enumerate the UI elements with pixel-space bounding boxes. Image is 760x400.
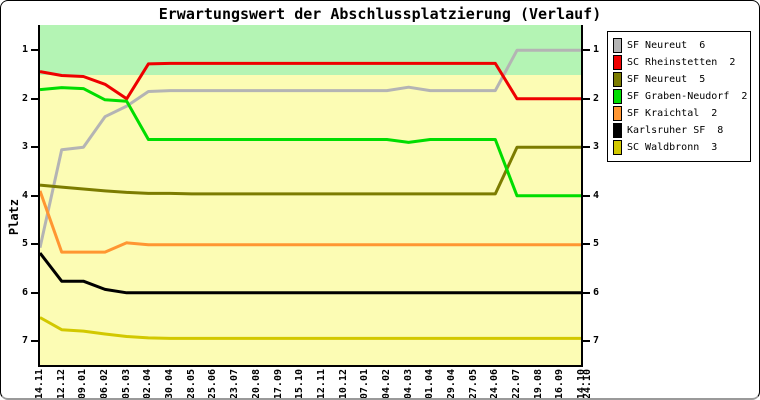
x-tick-label: 09.01: [77, 369, 89, 400]
y-tick-label-right: 7: [593, 335, 600, 347]
x-tick-label: 02.04: [142, 369, 154, 400]
legend-item-label: SF Neureut 5: [627, 74, 706, 85]
legend-rows: SF Neureut 6 SC Rheinstetten 2 SF Neureut …: [613, 37, 750, 156]
legend-swatch: [613, 106, 622, 121]
x-tick-label: 22.07: [511, 369, 522, 400]
y-tick-mark-left: [31, 340, 38, 343]
legend-swatch: [613, 72, 622, 87]
legend-swatch: [613, 123, 622, 138]
y-tick-label-right: 6: [593, 286, 600, 298]
y-tick-label-right: 3: [593, 141, 600, 153]
y-tick-label-left: 3: [21, 141, 28, 153]
y-tick-label-left: 5: [21, 238, 28, 250]
legend-swatch: [613, 140, 622, 155]
x-tick-label: 05.03: [120, 369, 132, 400]
x-axis-line: [38, 365, 583, 367]
y-tick-mark-right: [583, 49, 590, 52]
y-tick-label-left: 1: [21, 44, 28, 56]
legend-item: Karlsruher SF 8: [613, 122, 750, 139]
legend-swatch: [613, 38, 622, 53]
x-tick-label-overlap: 24.10: [582, 369, 593, 400]
legend-swatch: [613, 89, 622, 104]
y-axis-line-right: [581, 25, 583, 367]
x-tick-label: 14.11: [34, 369, 45, 400]
top-rank-band: [40, 25, 581, 75]
x-tick-label: 06.02: [99, 369, 110, 400]
y-axis-title: Platz: [7, 199, 21, 236]
y-tick-mark-left: [31, 146, 38, 149]
x-tick-label: 23.07: [229, 369, 241, 400]
x-tick-label: 20.08: [250, 369, 262, 400]
legend-item-label: SC Rheinstetten 2: [627, 57, 736, 68]
x-tick-label: 15.10: [294, 369, 306, 400]
y-tick-mark-right: [583, 243, 590, 246]
y-tick-mark-right: [583, 146, 590, 149]
x-tick-label: 29.04: [445, 369, 457, 400]
x-tick-label: 07.01: [359, 369, 371, 400]
x-tick-label: 19.08: [532, 369, 544, 400]
x-tick-label: 04.03: [402, 369, 414, 400]
legend-item-label: SF Neureut 6: [627, 40, 706, 51]
y-tick-label-left: 7: [21, 335, 28, 347]
y-tick-mark-left: [31, 291, 38, 294]
y-tick-mark-right: [583, 97, 590, 100]
legend-item: SF Neureut 6: [613, 37, 750, 54]
legend-item-label: SC Waldbronn 3: [627, 142, 718, 153]
y-tick-label-right: 4: [593, 189, 600, 201]
y-tick-label-left: 2: [21, 92, 28, 104]
y-tick-mark-left: [31, 49, 38, 52]
y-tick-label-right: 1: [593, 44, 600, 56]
legend-swatch: [613, 55, 622, 70]
x-tick-label: 30.04: [164, 369, 176, 400]
x-tick-label: 27.05: [467, 369, 479, 400]
x-tick-label: 01.04: [424, 369, 436, 400]
y-tick-mark-left: [31, 97, 38, 100]
y-tick-mark-right: [583, 291, 590, 294]
x-tick-label: 28.05: [185, 369, 197, 400]
x-tick-label: 17.09: [272, 369, 284, 400]
legend-item-label: Karlsruher SF 8: [627, 125, 724, 136]
legend-item-label: SF Graben-Neudorf 2: [627, 91, 748, 102]
legend-item: SC Waldbronn 3: [613, 139, 750, 156]
x-tick-label: 25.06: [207, 369, 219, 400]
x-tick-label: 12.11: [315, 369, 327, 400]
x-tick-label: 16.09: [554, 369, 566, 400]
y-tick-mark-left: [31, 194, 38, 197]
legend-item: SF Graben-Neudorf 2: [613, 88, 750, 105]
x-tick-label: 12.12: [55, 369, 67, 400]
plot-background: [40, 25, 581, 365]
legend-item: SC Rheinstetten 2: [613, 54, 750, 71]
y-tick-label-right: 2: [593, 92, 600, 104]
y-tick-label-left: 4: [21, 189, 28, 201]
x-tick-label: 10.12: [337, 369, 349, 400]
chart-title: Erwartungswert der Abschlussplatzierung …: [158, 5, 602, 23]
legend-item-label: SF Kraichtal 2: [627, 108, 718, 119]
y-tick-label-right: 5: [593, 238, 600, 250]
y-tick-mark-right: [583, 194, 590, 197]
y-tick-mark-right: [583, 340, 590, 343]
y-tick-label-left: 6: [21, 286, 28, 298]
legend: SF Neureut 6 SC Rheinstetten 2 SF Neureut …: [607, 31, 751, 162]
legend-item: SF Neureut 5: [613, 71, 750, 88]
legend-item: SF Kraichtal 2: [613, 105, 750, 122]
y-tick-mark-left: [31, 243, 38, 246]
y-axis-line-left: [38, 25, 40, 367]
x-tick-label: 04.02: [380, 369, 392, 400]
x-tick-label: 24.06: [489, 369, 501, 400]
